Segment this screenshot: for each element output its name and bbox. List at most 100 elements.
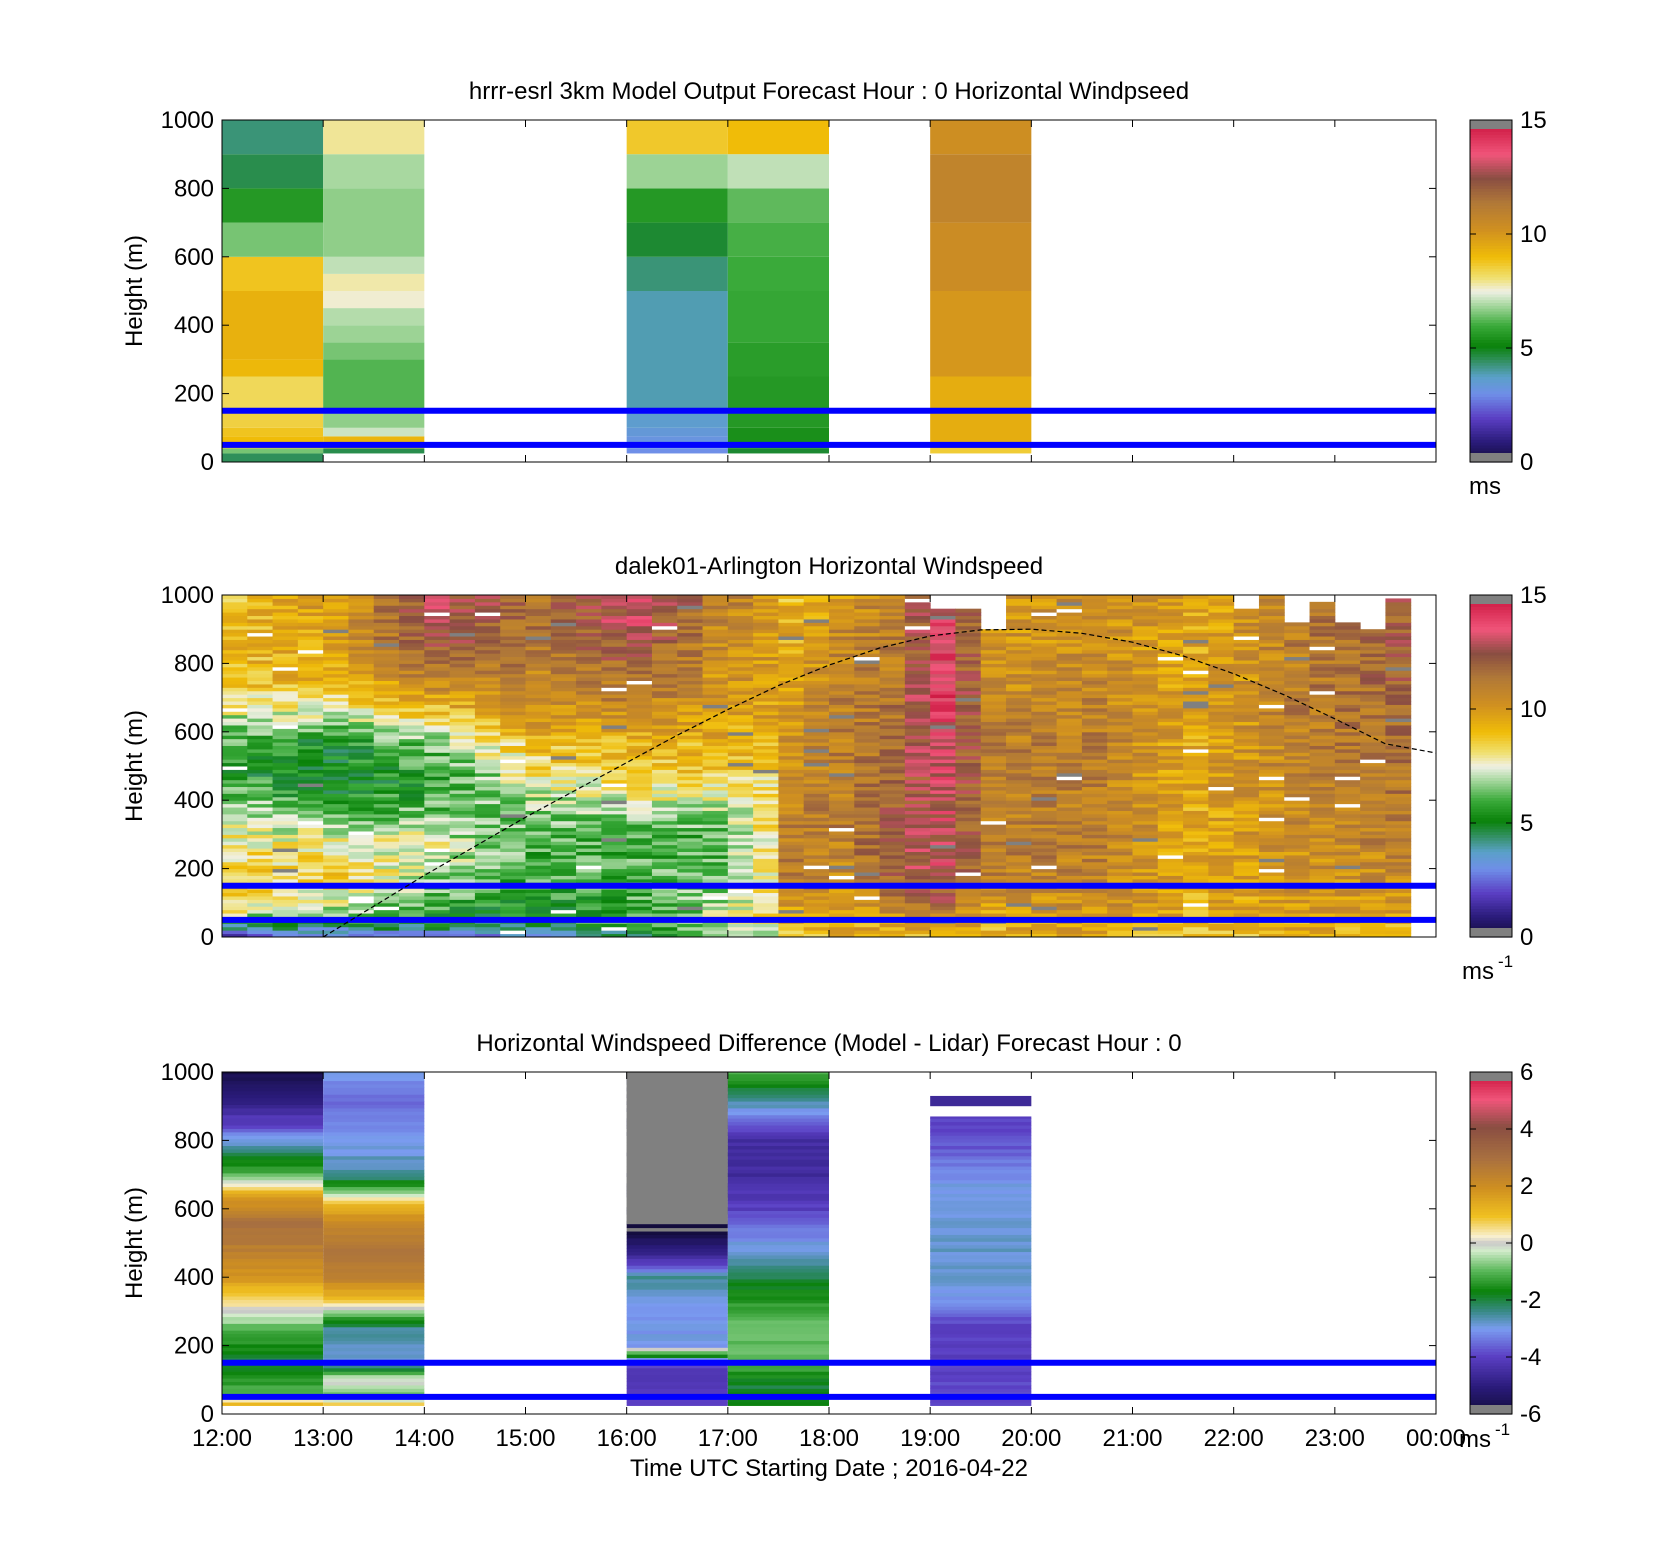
heatmap-cell xyxy=(576,868,602,873)
heatmap-cell xyxy=(222,656,248,661)
heatmap-cell xyxy=(1107,851,1133,856)
heatmap-cell xyxy=(879,694,906,699)
heatmap-cell xyxy=(1360,913,1386,917)
heatmap-cell xyxy=(651,766,678,770)
heatmap-cell xyxy=(1334,714,1361,719)
heatmap-cell xyxy=(373,841,400,846)
heatmap-cell xyxy=(651,601,678,606)
heatmap-cell xyxy=(449,728,476,733)
heatmap-cell xyxy=(1183,608,1209,613)
heatmap-cell xyxy=(1385,683,1412,688)
heatmap-cell xyxy=(1360,803,1386,808)
heatmap-cell xyxy=(1183,601,1209,606)
heatmap-cell xyxy=(1006,892,1032,897)
heatmap-cell xyxy=(803,598,830,603)
heatmap-cell xyxy=(727,738,754,743)
heatmap-cell xyxy=(955,673,982,678)
heatmap-cell xyxy=(1031,656,1058,661)
heatmap-cell xyxy=(474,783,501,788)
heatmap-cell xyxy=(576,817,602,822)
heatmap-cell xyxy=(500,639,526,644)
heatmap-cell xyxy=(348,861,375,866)
heatmap-cell xyxy=(1208,653,1235,658)
heatmap-cell xyxy=(677,926,704,931)
heatmap-cell xyxy=(449,639,476,644)
heatmap-cell xyxy=(1006,724,1032,729)
heatmap-cell xyxy=(1132,704,1159,709)
colorbar-segment xyxy=(1470,914,1512,918)
heatmap-cell xyxy=(1334,745,1361,750)
heatmap-cell xyxy=(626,899,653,904)
heatmap-cell xyxy=(879,639,906,644)
heatmap-cell xyxy=(1107,632,1133,637)
heatmap-cell xyxy=(1056,605,1083,610)
heatmap-cell xyxy=(1258,813,1285,818)
colorbar-segment xyxy=(1470,373,1512,378)
heatmap-cell xyxy=(677,615,704,620)
heatmap-cell xyxy=(525,861,552,866)
heatmap-cell xyxy=(550,827,577,832)
heatmap-cell xyxy=(474,759,501,764)
heatmap-cell xyxy=(702,899,729,904)
heatmap-cell xyxy=(348,889,375,894)
heatmap-cell xyxy=(955,913,982,917)
heatmap-cell xyxy=(500,697,526,702)
heatmap-cell xyxy=(424,738,451,743)
heatmap-cell xyxy=(399,892,425,897)
heatmap-cell xyxy=(854,752,881,757)
heatmap-cell xyxy=(272,889,299,894)
heatmap-cell xyxy=(297,595,324,599)
heatmap-cell xyxy=(955,649,982,654)
heatmap-cell xyxy=(1258,642,1285,647)
heatmap-cell xyxy=(474,786,501,791)
heatmap-cell xyxy=(222,448,324,454)
heatmap-cell xyxy=(525,748,552,753)
heatmap-cell xyxy=(449,827,476,832)
heatmap-cell xyxy=(1309,642,1336,647)
heatmap-cell xyxy=(500,854,526,859)
heatmap-cell xyxy=(323,659,349,664)
heatmap-cell xyxy=(1132,612,1159,617)
heatmap-cell xyxy=(1031,714,1058,719)
heatmap-cell xyxy=(702,622,729,627)
heatmap-cell xyxy=(1258,721,1285,726)
heatmap-cell xyxy=(373,707,400,712)
heatmap-cell xyxy=(1360,872,1386,876)
heatmap-cell xyxy=(1233,711,1260,716)
heatmap-cell xyxy=(272,735,299,740)
heatmap-cell xyxy=(1334,766,1361,770)
heatmap-cell xyxy=(1334,841,1361,846)
heatmap-cell xyxy=(829,670,855,675)
heatmap-cell xyxy=(449,899,476,904)
heatmap-cell xyxy=(727,858,754,863)
heatmap-cell xyxy=(1157,820,1184,825)
heatmap-cell xyxy=(449,659,476,664)
heatmap-cell xyxy=(955,813,982,818)
heatmap-cell xyxy=(399,673,425,678)
heatmap-cell xyxy=(727,690,754,695)
heatmap-cell xyxy=(904,933,931,938)
heatmap-cell xyxy=(778,776,805,781)
heatmap-cell xyxy=(1208,848,1235,852)
heatmap-cell xyxy=(803,755,830,760)
heatmap-cell xyxy=(601,786,628,791)
heatmap-cell xyxy=(651,909,678,914)
heatmap-cell xyxy=(222,854,248,859)
heatmap-cell xyxy=(1233,844,1260,849)
heatmap-cell xyxy=(500,796,526,801)
heatmap-cell xyxy=(1208,752,1235,757)
heatmap-cell xyxy=(1360,728,1386,733)
heatmap-cell xyxy=(424,694,451,699)
heatmap-cell xyxy=(702,598,729,603)
heatmap-cell xyxy=(222,861,248,866)
heatmap-cell xyxy=(803,629,830,634)
heatmap-cell xyxy=(854,701,881,705)
heatmap-cell xyxy=(1284,872,1311,876)
heatmap-cell xyxy=(626,670,653,675)
heatmap-cell xyxy=(803,677,830,681)
heatmap-cell xyxy=(702,625,729,630)
heatmap-cell xyxy=(576,646,602,651)
heatmap-cell xyxy=(1208,687,1235,692)
heatmap-cell xyxy=(626,779,653,784)
heatmap-cell xyxy=(677,663,704,668)
